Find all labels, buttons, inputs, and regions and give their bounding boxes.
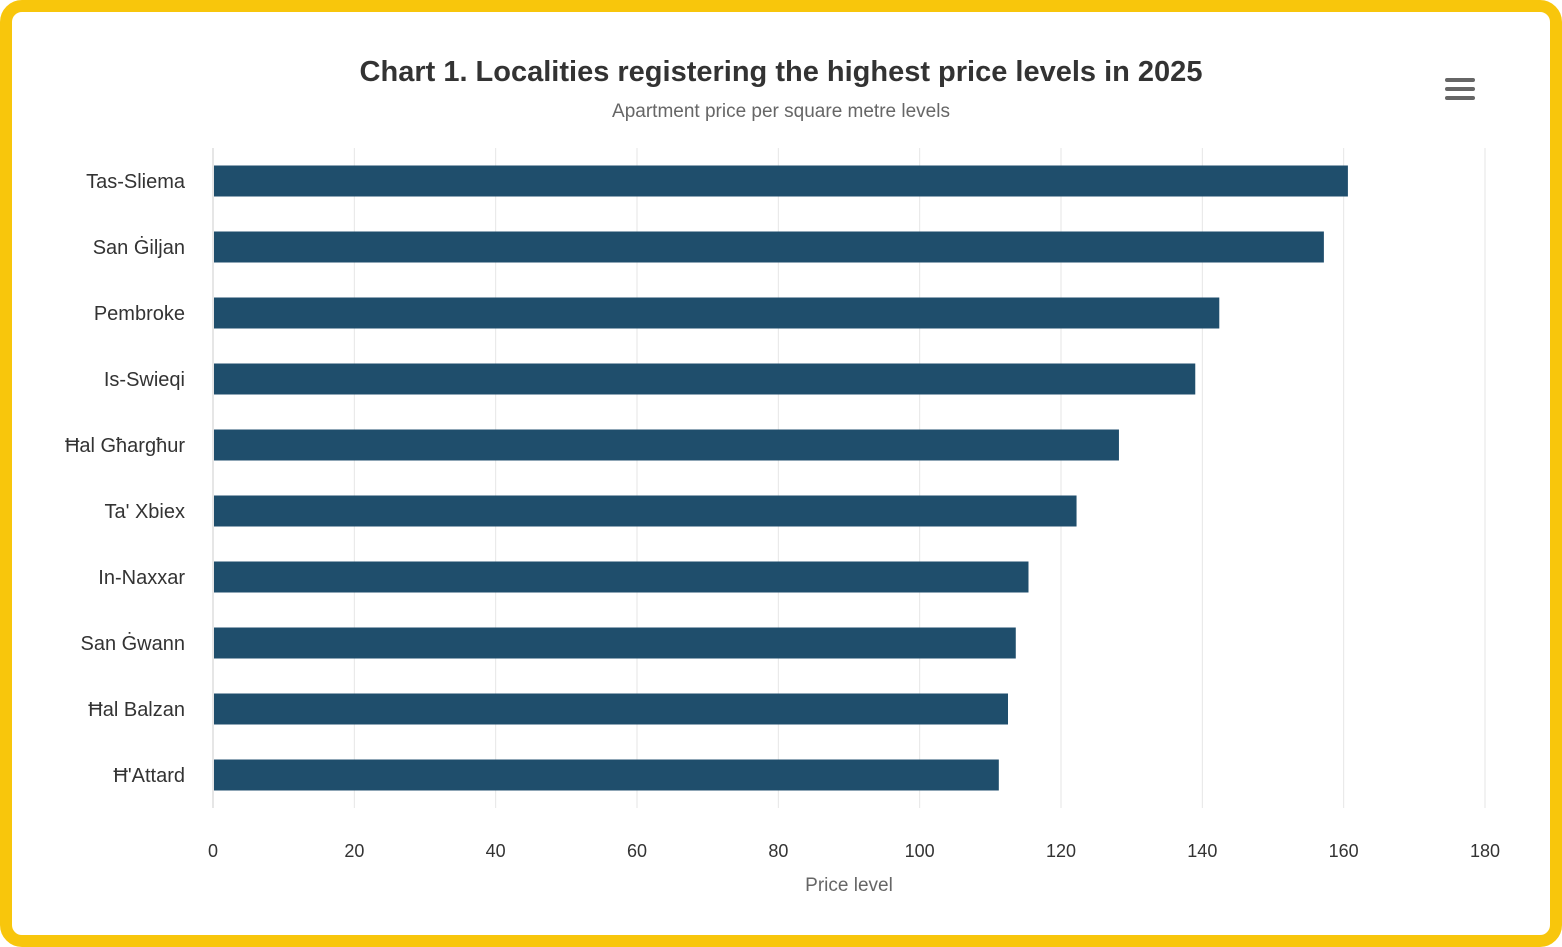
hamburger-menu-icon[interactable] (1442, 76, 1478, 104)
y-category-label: San Ġiljan (93, 236, 185, 259)
x-tick-label: 100 (905, 841, 935, 861)
y-category-label: Ħal Balzan (88, 699, 185, 721)
y-category-label: In-Naxxar (98, 567, 185, 589)
bar (214, 231, 1324, 263)
y-category-label: Ħ'Attard (113, 765, 185, 787)
chart-subtitle: Apartment price per square metre levels (612, 101, 950, 122)
x-tick-label: 160 (1329, 841, 1359, 861)
y-category-label: San Ġwann (80, 632, 185, 655)
y-category-label: Tas-Sliema (86, 171, 186, 193)
x-tick-label: 120 (1046, 841, 1076, 861)
bar (214, 759, 999, 791)
bar (214, 429, 1119, 461)
y-category-label: Is-Swieqi (104, 369, 185, 391)
x-tick-label: 40 (486, 841, 506, 861)
bar (214, 297, 1220, 329)
bar (214, 495, 1077, 527)
y-category-label: Pembroke (94, 303, 185, 325)
chart-title: Chart 1. Localities registering the high… (359, 56, 1203, 88)
x-tick-label: 60 (627, 841, 647, 861)
y-category-label: Ħal Għargħur (65, 435, 185, 457)
bar (214, 165, 1348, 197)
x-tick-label: 180 (1470, 841, 1500, 861)
x-tick-label: 80 (768, 841, 788, 861)
bar (214, 363, 1196, 395)
bar (214, 627, 1016, 659)
bar (214, 693, 1008, 725)
bar (214, 561, 1029, 593)
x-tick-label: 20 (344, 841, 364, 861)
x-tick-label: 0 (208, 841, 218, 861)
y-category-label: Ta' Xbiex (104, 501, 185, 523)
x-axis-title: Price level (805, 875, 893, 896)
x-tick-label: 140 (1187, 841, 1217, 861)
